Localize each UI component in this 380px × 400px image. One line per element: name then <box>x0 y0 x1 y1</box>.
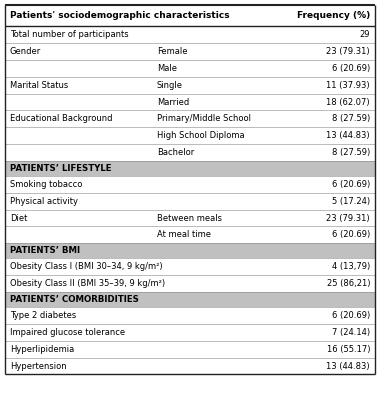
Text: Diet: Diet <box>10 214 27 222</box>
Text: At meal time: At meal time <box>157 230 211 239</box>
Bar <box>5 275 375 292</box>
Bar <box>5 94 375 110</box>
Text: 23 (79.31): 23 (79.31) <box>326 47 370 56</box>
Bar <box>5 26 375 43</box>
Bar <box>5 60 375 77</box>
Text: 29: 29 <box>359 30 370 39</box>
Text: Total number of participants: Total number of participants <box>10 30 128 39</box>
Text: Bachelor: Bachelor <box>157 148 194 157</box>
Text: 6 (20.69): 6 (20.69) <box>332 64 370 73</box>
Text: Hypertension: Hypertension <box>10 362 66 370</box>
Text: Female: Female <box>157 47 187 56</box>
Text: PATIENTS’ LIFESTYLE: PATIENTS’ LIFESTYLE <box>10 164 111 173</box>
Bar <box>5 358 375 374</box>
Text: Educational Background: Educational Background <box>10 114 112 123</box>
Bar <box>5 341 375 358</box>
Bar <box>5 193 375 210</box>
Bar <box>5 324 375 341</box>
Bar <box>5 144 375 161</box>
Text: Married: Married <box>157 98 189 106</box>
Text: 8 (27.59): 8 (27.59) <box>332 114 370 123</box>
Text: Male: Male <box>157 64 177 73</box>
Text: Single: Single <box>157 81 183 90</box>
Text: 23 (79.31): 23 (79.31) <box>326 214 370 222</box>
Text: 25 (86,21): 25 (86,21) <box>326 279 370 288</box>
Text: 13 (44.83): 13 (44.83) <box>326 131 370 140</box>
Text: Obesity Class I (BMI 30–34, 9 kg/m²): Obesity Class I (BMI 30–34, 9 kg/m²) <box>10 262 163 271</box>
Bar <box>5 210 375 226</box>
Text: Primary/Middle School: Primary/Middle School <box>157 114 251 123</box>
Bar <box>5 127 375 144</box>
Bar <box>5 226 375 243</box>
Bar <box>5 292 375 307</box>
Text: 11 (37.93): 11 (37.93) <box>326 81 370 90</box>
Text: Hyperlipidemia: Hyperlipidemia <box>10 345 74 354</box>
Bar <box>5 258 375 275</box>
Text: 6 (20.69): 6 (20.69) <box>332 230 370 239</box>
Bar <box>5 110 375 127</box>
Text: 18 (62.07): 18 (62.07) <box>326 98 370 106</box>
Text: Gender: Gender <box>10 47 41 56</box>
Bar <box>5 243 375 258</box>
Text: 4 (13,79): 4 (13,79) <box>332 262 370 271</box>
Bar <box>5 77 375 94</box>
Text: Impaired glucose tolerance: Impaired glucose tolerance <box>10 328 125 337</box>
Text: Between meals: Between meals <box>157 214 222 222</box>
Text: Frequency (%): Frequency (%) <box>297 11 370 20</box>
Text: 5 (17.24): 5 (17.24) <box>332 197 370 206</box>
Text: Obesity Class II (BMI 35–39, 9 kg/m²): Obesity Class II (BMI 35–39, 9 kg/m²) <box>10 279 165 288</box>
Text: Smoking tobacco: Smoking tobacco <box>10 180 82 189</box>
Bar <box>5 176 375 193</box>
Text: PATIENTS’ COMORBIDITIES: PATIENTS’ COMORBIDITIES <box>10 295 139 304</box>
Bar <box>5 5 375 26</box>
Text: High School Diploma: High School Diploma <box>157 131 244 140</box>
Text: 13 (44.83): 13 (44.83) <box>326 362 370 370</box>
Text: 7 (24.14): 7 (24.14) <box>332 328 370 337</box>
Text: 8 (27.59): 8 (27.59) <box>332 148 370 157</box>
Text: Patients' sociodemographic characteristics: Patients' sociodemographic characteristi… <box>10 11 230 20</box>
Bar <box>5 43 375 60</box>
Text: Physical activity: Physical activity <box>10 197 78 206</box>
Text: 6 (20.69): 6 (20.69) <box>332 311 370 320</box>
Text: 16 (55.17): 16 (55.17) <box>326 345 370 354</box>
Bar <box>5 307 375 324</box>
Text: 6 (20.69): 6 (20.69) <box>332 180 370 189</box>
Text: Marital Status: Marital Status <box>10 81 68 90</box>
Text: PATIENTS’ BMI: PATIENTS’ BMI <box>10 246 80 255</box>
Bar <box>5 161 375 176</box>
Text: Type 2 diabetes: Type 2 diabetes <box>10 311 76 320</box>
